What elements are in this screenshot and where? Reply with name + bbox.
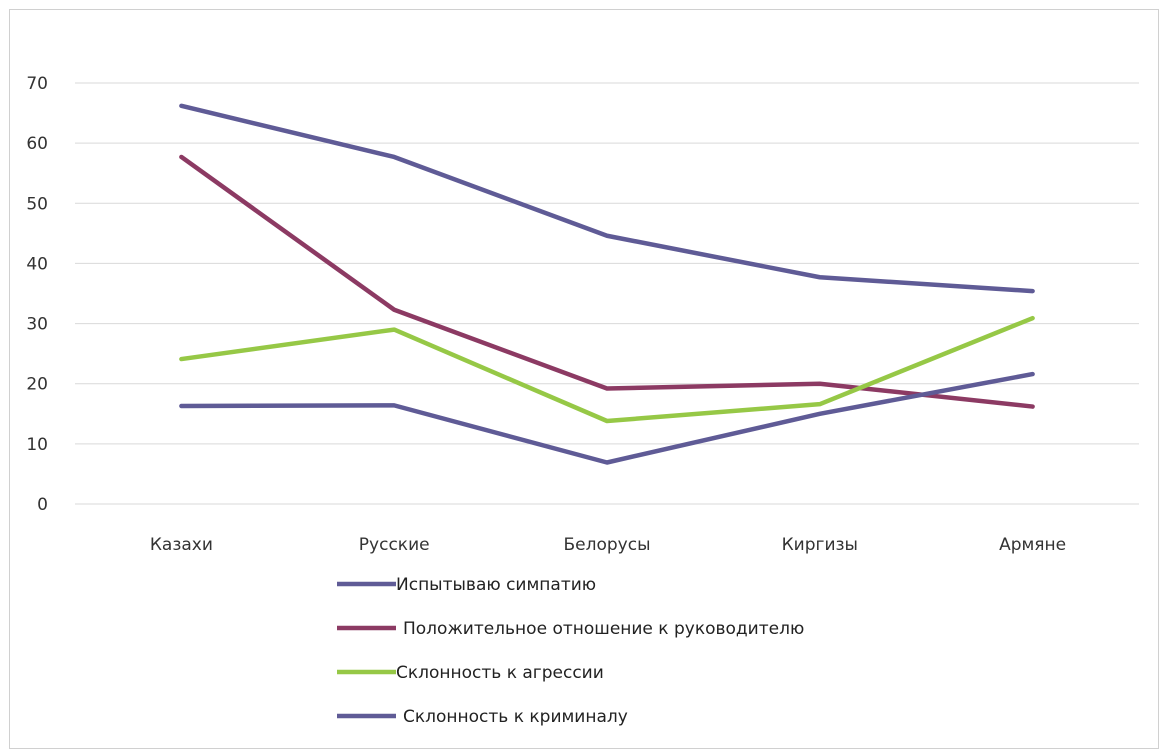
x-tick-label: Казахи [150,535,213,555]
legend-item: Испытываю симпатию [337,575,596,595]
data-point [393,404,395,406]
data-point [393,309,395,311]
data-point [819,276,821,278]
legend-label: Склонность к агрессии [396,663,604,683]
data-point [180,358,182,360]
data-point [180,405,182,407]
data-point [819,413,821,415]
x-tick-label: Армяне [999,535,1066,555]
x-tick-label: Белорусы [563,535,650,555]
data-point [606,420,608,422]
y-tick-label: 70 [26,74,48,94]
y-tick-label: 20 [26,375,48,395]
legend-label: Склонность к криминалу [403,707,628,727]
legend-item: Положительное отношение к руководителю [337,619,804,639]
legend: Испытываю симпатию Положительное отношени… [337,575,804,727]
data-point [393,329,395,331]
data-point [606,388,608,390]
legend-label: Испытываю симпатию [396,575,596,595]
x-tick-label: Русские [359,535,430,555]
data-point [393,156,395,158]
y-tick-label: 60 [26,134,48,154]
y-tick-label: 10 [26,435,48,455]
y-tick-label: 40 [26,254,48,274]
data-point [606,235,608,237]
y-axis-tick-labels: 0 10 20 30 40 50 60 70 [26,74,48,515]
data-point [1032,290,1034,292]
legend-label: Положительное отношение к руководителю [403,619,804,639]
legend-item: Склонность к агрессии [337,663,604,683]
data-point [180,105,182,107]
legend-item: Склонность к криминалу [337,707,628,727]
data-point [1032,406,1034,408]
data-point [1032,373,1034,375]
data-point [819,383,821,385]
data-point [819,403,821,405]
data-point [180,156,182,158]
x-axis-tick-labels: Казахи Русские Белорусы Киргизы Армяне [150,535,1066,555]
y-tick-label: 0 [37,495,48,515]
data-point [1032,317,1034,319]
y-tick-label: 50 [26,194,48,214]
gridlines [75,82,1139,505]
y-tick-label: 30 [26,315,48,335]
data-point [606,462,608,464]
x-tick-label: Киргизы [782,535,858,555]
series-lines [179,103,1035,465]
